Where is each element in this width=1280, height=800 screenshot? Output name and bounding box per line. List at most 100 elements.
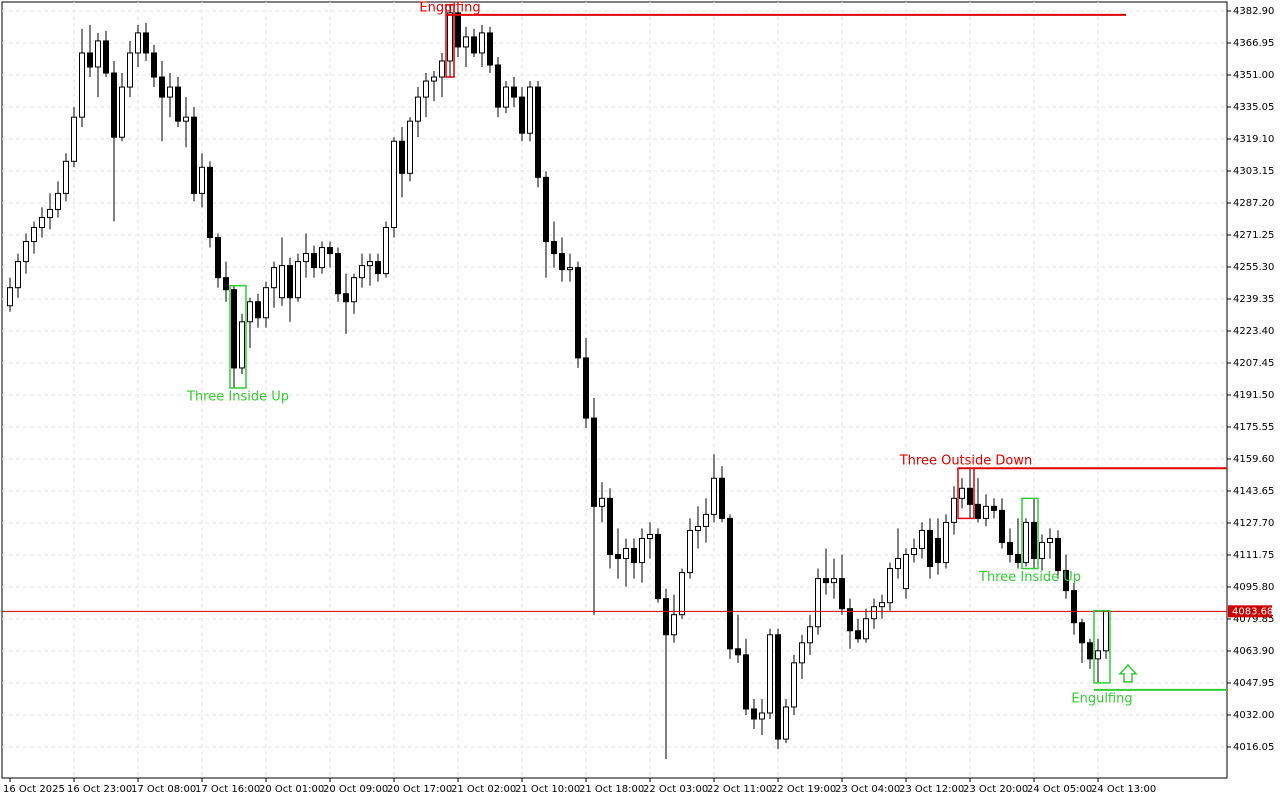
candle-body xyxy=(479,32,485,54)
x-tick-label: 24 Oct 13:00 xyxy=(1091,784,1156,795)
candle-body xyxy=(383,226,389,275)
x-tick-label: 23 Oct 04:00 xyxy=(835,784,900,795)
plot-frame xyxy=(1,1,1228,779)
candle-body xyxy=(751,708,757,720)
y-tick-label: 4095.80 xyxy=(1233,582,1274,593)
candle-body xyxy=(15,261,21,289)
candle-body xyxy=(759,712,765,720)
candle-body xyxy=(391,140,397,228)
candle-body xyxy=(239,321,245,369)
x-tick-label: 16 Oct 2025 xyxy=(3,784,65,795)
candle-body xyxy=(423,80,429,98)
candle-body xyxy=(295,261,301,299)
y-tick-label: 4255.30 xyxy=(1233,262,1274,273)
candle-body xyxy=(975,503,981,519)
candle-body xyxy=(47,208,53,218)
candle-body xyxy=(247,301,253,323)
y-tick-label: 4366.95 xyxy=(1233,38,1274,49)
candle-body xyxy=(127,52,133,88)
candle-body xyxy=(279,265,285,299)
candle-body xyxy=(327,247,333,255)
candle-body xyxy=(159,76,165,98)
candle-body xyxy=(847,608,853,632)
candle-body xyxy=(879,602,885,608)
candle-body xyxy=(71,116,77,162)
candle-body xyxy=(815,578,821,628)
candle-body xyxy=(87,52,93,68)
x-tick-label: 22 Oct 11:00 xyxy=(707,784,772,795)
candle-body xyxy=(807,626,813,644)
candle-body xyxy=(183,116,189,122)
candle-body xyxy=(615,554,621,560)
x-tick-label: 23 Oct 12:00 xyxy=(899,784,964,795)
x-tick-label: 21 Oct 18:00 xyxy=(579,784,644,795)
candle-body xyxy=(1039,541,1045,560)
candle-body xyxy=(1007,541,1013,556)
candle-body xyxy=(23,241,29,263)
candle-body xyxy=(871,606,877,620)
candle-body xyxy=(895,558,901,570)
candle-body xyxy=(775,634,781,740)
y-tick-label: 4303.15 xyxy=(1233,166,1274,177)
candle-body xyxy=(439,60,445,78)
pattern-label: Engulfing xyxy=(419,0,480,15)
y-tick-label: 4127.70 xyxy=(1233,518,1274,529)
x-tick-label: 22 Oct 19:00 xyxy=(771,784,836,795)
candle-body xyxy=(367,261,373,267)
candle-body xyxy=(919,529,925,549)
candle-body xyxy=(791,662,797,708)
candle-body xyxy=(359,265,365,279)
candle-body xyxy=(863,618,869,640)
candle-body xyxy=(303,253,309,263)
candle-body xyxy=(319,247,325,269)
y-tick-label: 4335.05 xyxy=(1233,102,1274,113)
candle-body xyxy=(199,166,205,194)
candle-body xyxy=(95,40,101,68)
y-tick-label: 4016.05 xyxy=(1233,742,1274,753)
y-tick-label: 4032.00 xyxy=(1233,710,1274,721)
candle-body xyxy=(55,192,61,210)
y-tick-label: 4351.00 xyxy=(1233,70,1274,81)
candle-body xyxy=(943,521,949,564)
candle-body xyxy=(575,267,581,359)
candle-body xyxy=(503,86,509,108)
candle-body xyxy=(903,554,909,590)
x-tick-label: 20 Oct 09:00 xyxy=(323,784,388,795)
x-tick-label: 21 Oct 10:00 xyxy=(515,784,580,795)
candle-body xyxy=(839,578,845,610)
pattern-label: Three Inside Up xyxy=(186,389,289,404)
candle-body xyxy=(631,547,637,564)
y-tick-label: 4319.10 xyxy=(1233,134,1274,145)
candle-body xyxy=(447,12,453,62)
candle-body xyxy=(1103,610,1109,652)
candle-body xyxy=(823,578,829,584)
candle-body xyxy=(399,140,405,174)
candle-body xyxy=(1079,622,1085,644)
candle-body xyxy=(135,32,141,54)
candle-body xyxy=(471,36,477,54)
candle-body xyxy=(415,96,421,122)
x-tick-label: 21 Oct 02:00 xyxy=(451,784,516,795)
x-tick-label: 23 Oct 20:00 xyxy=(963,784,1028,795)
candle-body xyxy=(167,86,173,98)
x-tick-label: 17 Oct 16:00 xyxy=(195,784,260,795)
y-tick-label: 4111.75 xyxy=(1233,550,1274,561)
candle-body xyxy=(967,487,973,505)
candle-body xyxy=(31,226,37,243)
candle-body xyxy=(455,12,461,48)
candle-body xyxy=(935,537,941,564)
y-tick-label: 4175.55 xyxy=(1233,422,1274,433)
current-price-label: 4083.68 xyxy=(1232,606,1273,617)
candle-body xyxy=(1055,537,1061,572)
candle-body xyxy=(695,525,701,531)
candle-body xyxy=(7,287,13,307)
candle-body xyxy=(855,630,861,640)
candle-body xyxy=(39,216,45,228)
pattern-label: Engulfing xyxy=(1071,691,1132,706)
candle-body xyxy=(799,642,805,664)
y-tick-label: 4063.90 xyxy=(1233,646,1274,657)
candle-body xyxy=(663,598,669,636)
y-tick-label: 4047.95 xyxy=(1233,678,1274,689)
